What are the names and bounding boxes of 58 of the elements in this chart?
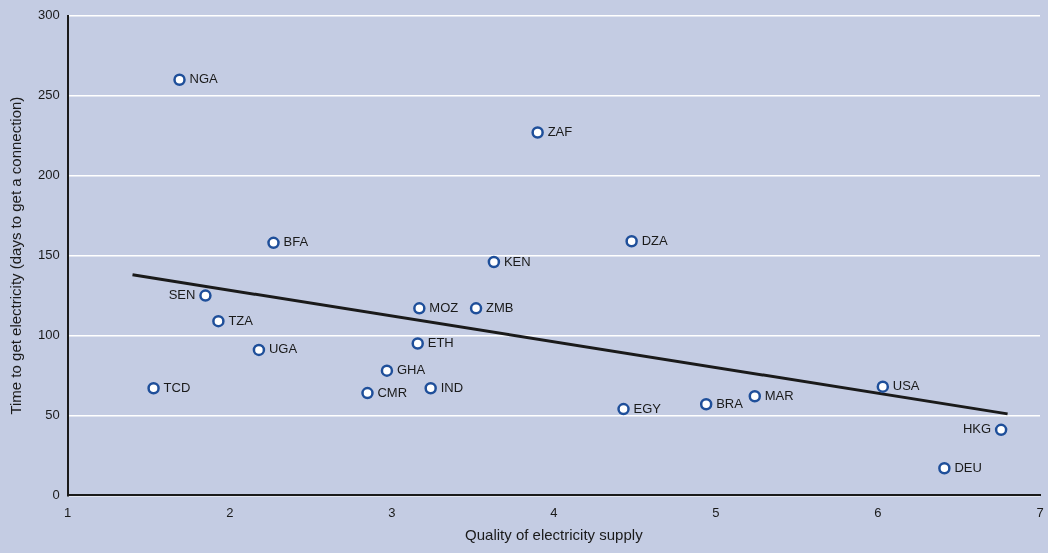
point — [424, 382, 437, 395]
point — [748, 390, 762, 403]
annotation: EGY — [633, 400, 662, 416]
x-tick-label: 4 — [550, 504, 558, 520]
point — [625, 234, 638, 248]
annotation: DZA — [641, 232, 668, 248]
annotation: MAR — [764, 387, 794, 403]
annotation: ETH — [427, 335, 454, 351]
point — [876, 380, 890, 393]
point — [147, 382, 160, 395]
x-tick-label: 5 — [712, 504, 720, 520]
annotation: GHA — [396, 362, 426, 378]
annotation: SEN — [168, 287, 196, 303]
y-tick-label: 150 — [37, 247, 60, 263]
annotation: HKG — [962, 421, 992, 437]
annotation: BRA — [716, 395, 744, 411]
point — [413, 302, 426, 315]
annotation: BFA — [283, 234, 309, 250]
point — [252, 343, 266, 357]
y-tick-label: 250 — [37, 87, 60, 103]
point — [411, 337, 424, 350]
x-tick-label: 3 — [388, 504, 396, 520]
annotation: TCD — [163, 379, 191, 395]
point — [361, 386, 374, 400]
point — [199, 289, 212, 302]
annotation: USA — [892, 378, 920, 394]
x-tick-label: 2 — [226, 504, 234, 520]
annotation: UGA — [268, 341, 298, 357]
y-tick-label: 100 — [37, 327, 60, 343]
x-tick-label: 1 — [64, 504, 72, 520]
y-axis-title: Time to get electricity (days to get a connection) — [7, 96, 25, 415]
annotation: NGA — [189, 71, 219, 87]
y-tick-label: 300 — [37, 7, 60, 23]
point — [487, 255, 501, 269]
annotation: MOZ — [429, 299, 459, 315]
annotation: ZAF — [547, 124, 573, 140]
point — [699, 398, 713, 411]
x-axis-title: Quality of electricity supply — [465, 526, 644, 544]
point — [617, 402, 630, 416]
annotation: IND — [440, 379, 464, 395]
point — [267, 236, 280, 250]
point — [380, 364, 394, 377]
point — [173, 73, 186, 86]
x-tick-label: 7 — [1036, 504, 1044, 520]
point — [212, 314, 225, 328]
annotation: DEU — [954, 459, 982, 475]
y-tick-label: 50 — [45, 407, 60, 423]
y-tick-label: 200 — [37, 167, 60, 183]
point — [938, 461, 951, 475]
point — [994, 423, 1008, 437]
x-tick-label: 6 — [874, 504, 882, 520]
annotation: KEN — [503, 253, 531, 269]
point — [531, 126, 544, 139]
point — [469, 302, 483, 315]
y-tick-label: 0 — [52, 486, 60, 502]
annotation: CMR — [377, 384, 408, 400]
annotation: ZMB — [486, 299, 514, 315]
annotation: TZA — [228, 312, 254, 328]
